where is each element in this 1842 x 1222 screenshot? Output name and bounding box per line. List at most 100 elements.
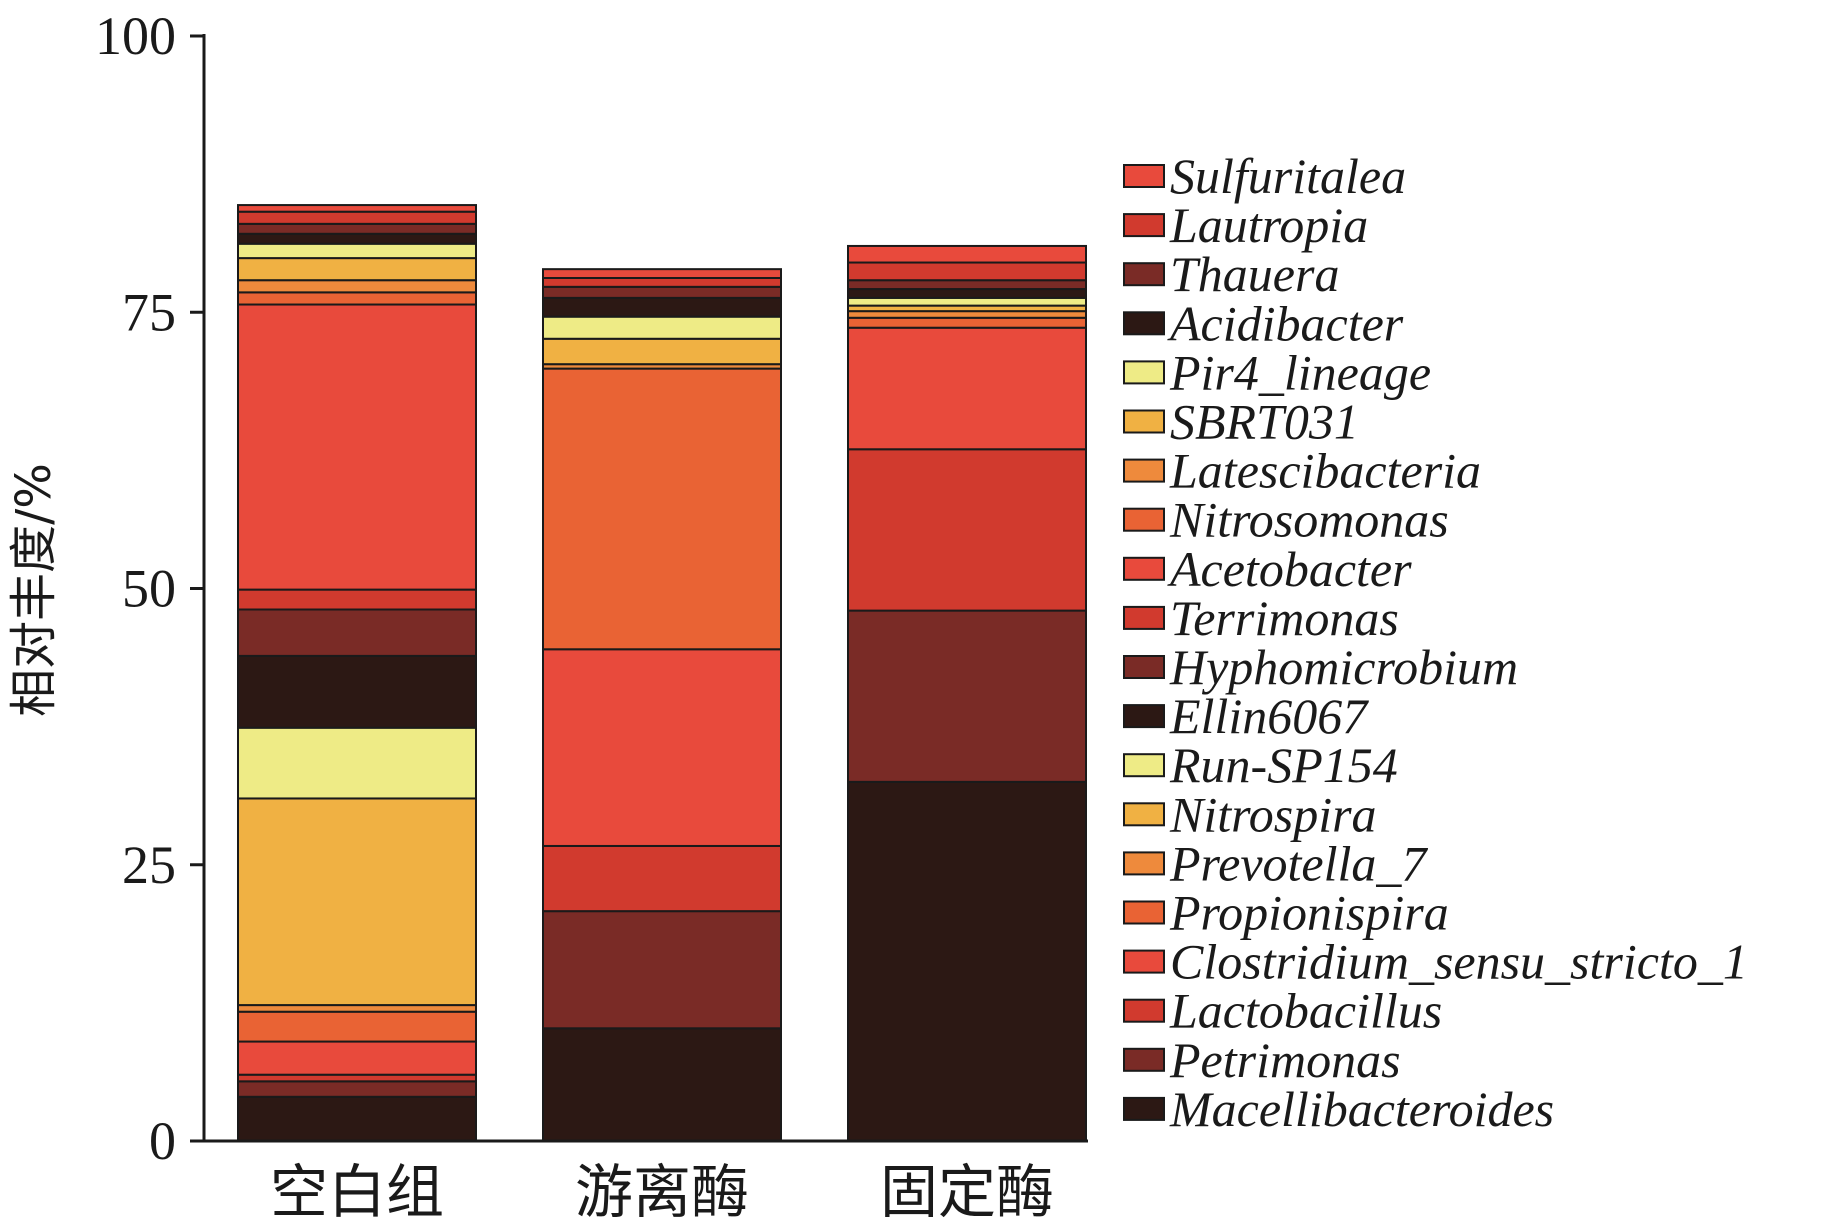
bar-segment [542,844,782,913]
x-category-label: 游离酶 [575,1158,749,1222]
bar-segment [237,608,477,657]
legend-label: Nitrosomonas [1169,492,1449,548]
bar-segment [237,257,477,282]
y-tick-label: 75 [122,282,176,342]
bar-segment [847,316,1087,329]
legend-item: Lautropia [1123,197,1368,253]
legend-swatch [1123,262,1165,287]
legend-label: Pir4_lineage [1169,344,1431,400]
bar-segment [542,296,782,318]
legend-swatch [1123,605,1165,630]
bar-segment [542,315,782,340]
legend-swatch [1123,949,1165,974]
legend-label: Hyphomicrobium [1169,639,1518,695]
bar-segment [542,268,782,279]
bar-segment [542,276,782,288]
bar-segment [237,1095,477,1143]
y-ticks-layer: 0 25 50 75 100 [95,6,204,1171]
legend-swatch [1123,998,1165,1023]
legend-label: Sulfuritalea [1170,148,1406,204]
legend-label: Acidibacter [1167,295,1404,351]
bar-segment [237,232,477,245]
legend-label: SBRT031 [1170,394,1359,450]
legend-label: Propionispira [1169,885,1449,941]
bar-segment [237,222,477,235]
bar-stack [237,204,477,1143]
bar-segment [847,448,1087,612]
legend-swatch [1123,900,1165,925]
legend-swatch [1123,409,1165,434]
bar-segment [237,726,477,800]
bar-segment [237,1080,477,1098]
y-tick-label: 25 [122,835,176,895]
legend-item: Acetobacter [1123,541,1412,597]
bar-segment [237,291,477,306]
legend-swatch [1123,458,1165,483]
legend-item: Pir4_lineage [1123,344,1431,400]
legend-label: Run-SP154 [1169,737,1398,793]
bar-segment [237,204,477,213]
y-tick-label: 0 [149,1111,176,1171]
legend-swatch [1123,851,1165,876]
bar-segment [237,797,477,1007]
bar-segment [847,296,1087,307]
legend-item: Acidibacter [1123,295,1404,351]
bar-stack [847,244,1087,1142]
legend-label: Terrimonas [1170,590,1399,646]
legend-swatch [1123,213,1165,238]
bar-segment [542,337,782,366]
legend-item: Ellin6067 [1123,688,1369,744]
bar-segment [237,1010,477,1043]
legend: SulfuritaleaLautropiaThaueraAcidibacterP… [1123,148,1748,1137]
legend-item: Petrimonas [1123,1032,1401,1088]
legend-label: Thauera [1170,246,1339,302]
legend-label: Lactobacillus [1169,983,1442,1039]
legend-swatch [1123,802,1165,827]
legend-swatch [1123,1047,1165,1072]
legend-label: Acetobacter [1167,541,1412,597]
legend-swatch [1123,164,1165,188]
bar-segment [847,780,1087,1142]
bar-segment [237,210,477,225]
y-tick-label: 50 [122,559,176,619]
legend-item: Run-SP154 [1123,737,1398,793]
legend-item: Sulfuritalea [1123,148,1406,204]
bar-segment [542,367,782,651]
y-tick-label: 100 [95,6,176,66]
legend-label: Latescibacteria [1169,443,1481,499]
bar-segment [237,242,477,260]
legend-item: Thauera [1123,246,1339,302]
legend-item: Lactobacillus [1123,983,1442,1039]
bar-segment [847,279,1087,291]
legend-item: Nitrospira [1123,786,1377,842]
legend-swatch [1123,1096,1165,1121]
bar-segment [847,609,1087,783]
x-category-label: 固定酶 [880,1158,1054,1222]
bar-stack [542,268,782,1143]
bar-segment [237,1040,477,1076]
legend-item: Propionispira [1123,885,1449,941]
bar-segment [847,261,1087,282]
legend-swatch [1123,360,1165,385]
legend-swatch [1123,753,1165,778]
x-category-label: 空白组 [270,1158,444,1222]
legend-label: Nitrospira [1169,786,1377,842]
bar-segment [542,910,782,1030]
bar-segment [847,288,1087,299]
bar-segment [237,279,477,294]
bar-segment [542,285,782,299]
legend-swatch [1123,507,1165,532]
legend-label: Clostridium_sensu_stricto_1 [1170,934,1748,990]
bar-segment [542,1027,782,1143]
legend-item: Terrimonas [1123,590,1399,646]
legend-item: SBRT031 [1123,394,1359,450]
bar-segment [237,588,477,611]
legend-swatch [1123,311,1165,336]
legend-label: Petrimonas [1169,1032,1401,1088]
legend-label: Lautropia [1169,197,1368,253]
bar-segment [237,303,477,591]
x-labels-layer: 空白组 游离酶 固定酶 [270,1158,1054,1222]
legend-item: Nitrosomonas [1123,492,1449,548]
y-axis-title: 相对丰度/% [6,463,62,717]
